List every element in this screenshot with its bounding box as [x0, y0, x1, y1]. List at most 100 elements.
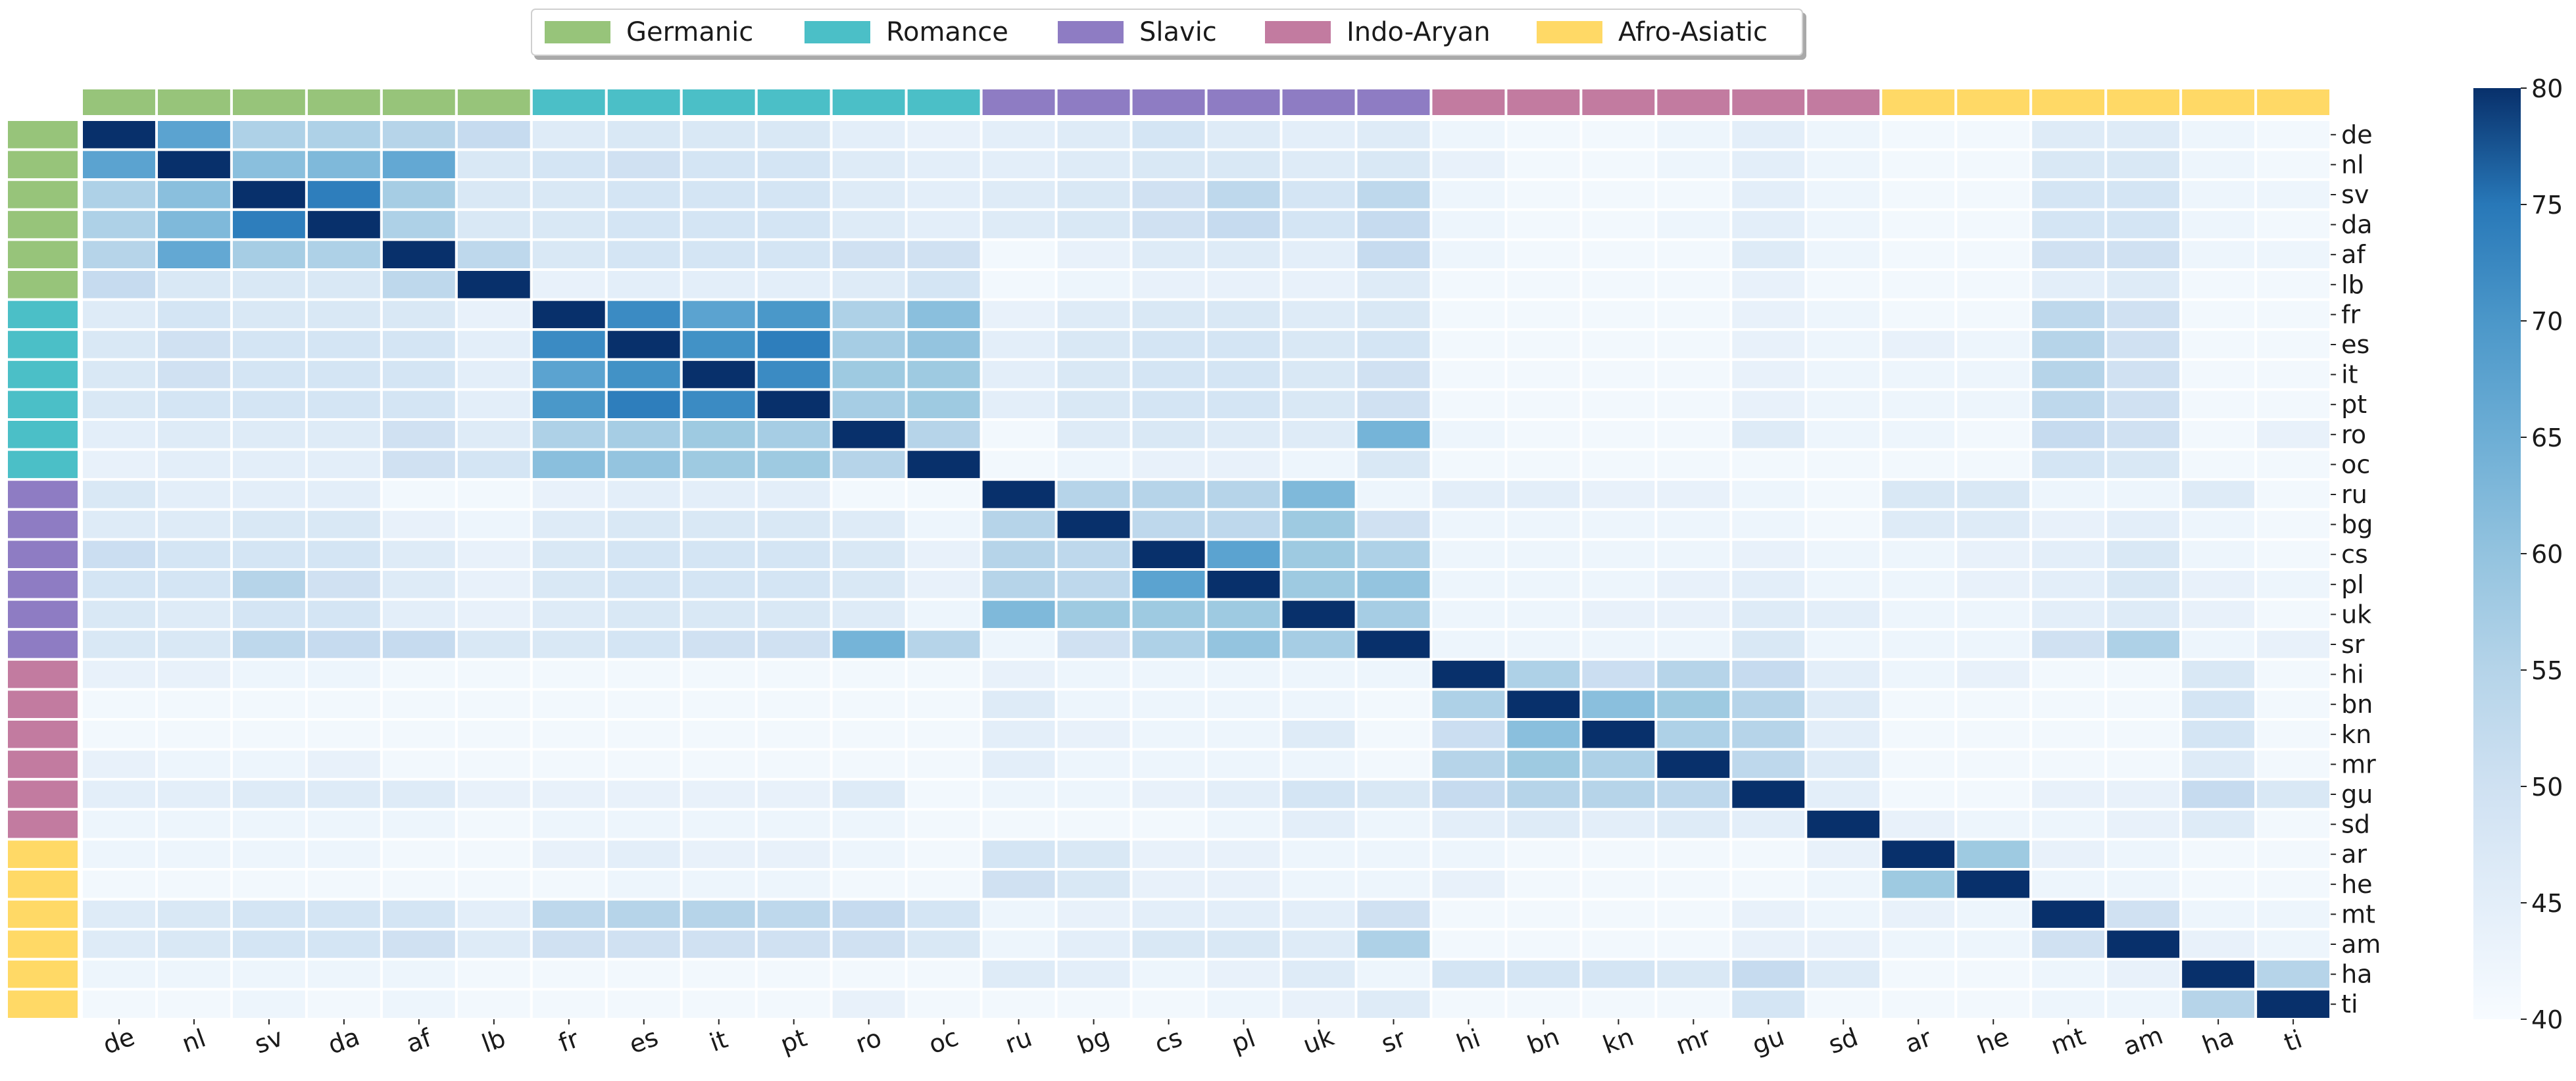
x-tick-label: ro [852, 1023, 885, 1059]
heatmap-cell [1954, 268, 2033, 301]
heatmap-cell [2254, 838, 2333, 871]
x-tick-label: nl [178, 1023, 210, 1058]
heatmap-cell [1579, 988, 1658, 1021]
heatmap-cell [1954, 448, 2033, 481]
heatmap-cell [1429, 898, 1508, 931]
x-tick-label: fr [555, 1024, 583, 1057]
heatmap-cell [1504, 538, 1583, 571]
heatmap-cell [1654, 238, 1733, 271]
heatmap-cell [1429, 807, 1508, 841]
heatmap-cell [1279, 658, 1358, 691]
heatmap-cell [380, 838, 458, 871]
heatmap-cell [1654, 807, 1733, 841]
heatmap-cell [680, 598, 758, 631]
heatmap-cell [904, 628, 983, 661]
column-family-swatch [2179, 87, 2258, 118]
heatmap-cell [80, 658, 158, 691]
heatmap-cell [1654, 628, 1733, 661]
heatmap-cell [380, 328, 458, 361]
heatmap-cell [380, 928, 458, 961]
heatmap-cell [1204, 748, 1283, 781]
heatmap-cell [1729, 388, 1808, 421]
heatmap-cell [305, 418, 383, 451]
heatmap-cell [830, 478, 908, 511]
heatmap-cell [979, 988, 1058, 1021]
heatmap-cell [1354, 508, 1433, 541]
heatmap-cell [605, 928, 683, 961]
heatmap-cell [1129, 598, 1208, 631]
column-family-swatch [1054, 87, 1133, 118]
x-tick-label: am [2119, 1021, 2167, 1061]
heatmap-cell [1579, 748, 1658, 781]
heatmap-cell [1204, 688, 1283, 721]
x-tick-label: cs [1151, 1022, 1186, 1059]
heatmap-cell [530, 688, 608, 721]
heatmap-cell [1579, 208, 1658, 241]
heatmap-cell [605, 868, 683, 901]
heatmap-cell [530, 538, 608, 571]
heatmap-cell [230, 388, 308, 421]
heatmap-cell [530, 238, 608, 271]
heatmap-cell [904, 868, 983, 901]
heatmap-cell [1354, 358, 1433, 391]
heatmap-cell [80, 688, 158, 721]
heatmap-cell [830, 268, 908, 301]
heatmap-cell [1279, 868, 1358, 901]
heatmap-cell [904, 957, 983, 991]
heatmap-cell [1504, 268, 1583, 301]
heatmap-cell [230, 418, 308, 451]
heatmap-cell [380, 238, 458, 271]
x-tick-label: ti [2280, 1024, 2306, 1057]
heatmap-cell [530, 418, 608, 451]
heatmap-cell [1654, 208, 1733, 241]
heatmap-cell [380, 807, 458, 841]
heatmap-cell [1054, 898, 1133, 931]
column-family-swatch [1204, 87, 1283, 118]
heatmap-cell [1654, 508, 1733, 541]
heatmap-cell [904, 508, 983, 541]
heatmap-cell [979, 388, 1058, 421]
x-tick-label: mr [1672, 1021, 1715, 1060]
heatmap-cell [230, 268, 308, 301]
heatmap-cell [1129, 508, 1208, 541]
heatmap-cell [455, 838, 533, 871]
heatmap-cell [2254, 238, 2333, 271]
heatmap-cell [1504, 748, 1583, 781]
x-tick-label: lb [478, 1023, 510, 1058]
heatmap-cell [305, 238, 383, 271]
heatmap-cell [1504, 118, 1583, 151]
heatmap-cell [830, 838, 908, 871]
heatmap-cell [1654, 118, 1733, 151]
colorbar-tick-label: 70 [2531, 307, 2563, 336]
heatmap-cell [605, 718, 683, 751]
heatmap-cell [1054, 538, 1133, 571]
column-family-swatch [979, 87, 1058, 118]
heatmap-cell [1279, 478, 1358, 511]
heatmap-cell [1504, 928, 1583, 961]
heatmap-cell [1129, 838, 1208, 871]
heatmap-cell [1954, 238, 2033, 271]
heatmap-cell [2029, 478, 2108, 511]
heatmap-cell [1129, 328, 1208, 361]
x-tick-label: bg [1074, 1022, 1113, 1060]
heatmap-cell [1354, 748, 1433, 781]
heatmap-cell [80, 268, 158, 301]
heatmap-cell [830, 358, 908, 391]
heatmap-cell [1354, 898, 1433, 931]
heatmap-cell [2029, 388, 2108, 421]
colorbar-tick-label: 75 [2531, 191, 2563, 220]
x-tick-label: de [99, 1022, 139, 1060]
heatmap-cell [1579, 838, 1658, 871]
heatmap-cell [155, 838, 233, 871]
heatmap-cell [2179, 478, 2258, 511]
colorbar-tick-label: 40 [2531, 1005, 2563, 1034]
y-tick-labels: denlsvdaaflbfresitptroocrubgcspluksrhibn… [2331, 120, 2381, 1019]
heatmap-cell [530, 358, 608, 391]
heatmap-cell [1654, 568, 1733, 601]
heatmap-cell [680, 478, 758, 511]
heatmap-cell [230, 688, 308, 721]
heatmap-cell [1879, 838, 1958, 871]
row-family-swatch [5, 388, 80, 421]
heatmap-cell [155, 748, 233, 781]
